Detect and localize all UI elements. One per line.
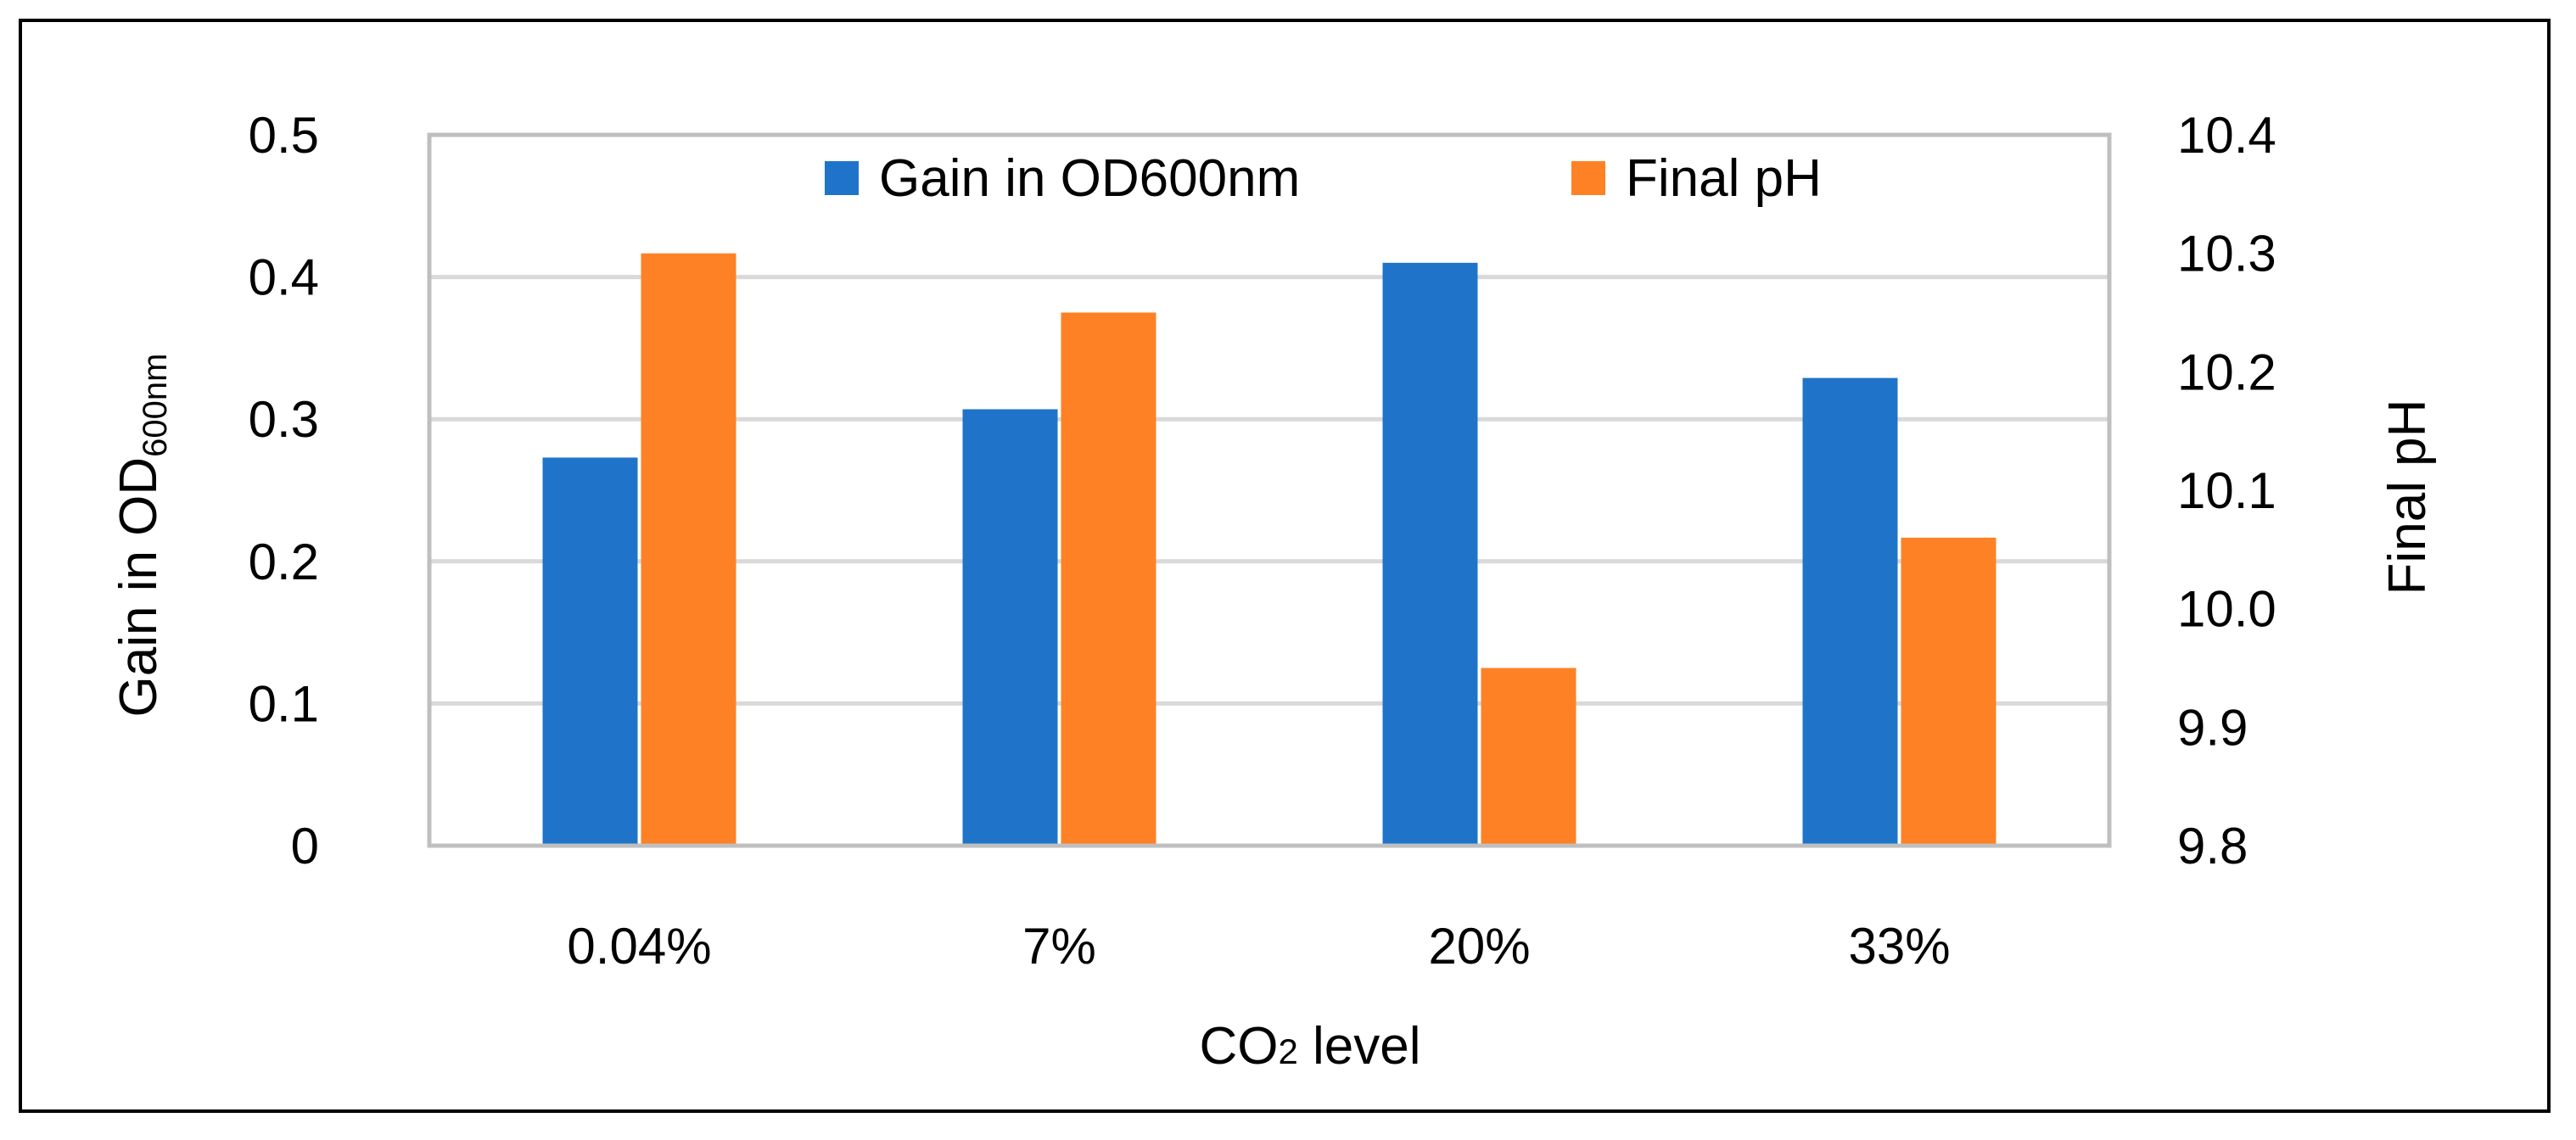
legend-label-ph: Final pH xyxy=(1626,149,1822,208)
x-axis-title-rest: level xyxy=(1298,1017,1421,1076)
right-tick-label: 10.2 xyxy=(2177,344,2276,400)
chart-frame: 0 0.1 0.2 0.3 0.4 0.5 9.8 9.9 10.0 10.1 10.2 10.3 1… xyxy=(19,19,2551,1113)
bar-gain-od600 xyxy=(1382,262,1478,847)
plot-area-border xyxy=(427,132,2112,848)
bar-final-ph xyxy=(641,253,736,847)
x-axis-ticks: 0.04% 7% 20% 33% xyxy=(567,918,1950,975)
left-axis-ticks: 0 0.1 0.2 0.3 0.4 0.5 xyxy=(249,107,319,875)
right-tick-label: 10.3 xyxy=(2177,226,2276,282)
bar-final-ph xyxy=(1901,537,1996,846)
left-tick-label: 0.4 xyxy=(249,249,319,306)
x-axis-title-main: CO xyxy=(1199,1017,1278,1076)
legend-label-gain: Gain in OD600nm xyxy=(879,149,1300,208)
x-tick-label: 7% xyxy=(1022,918,1096,975)
right-tick-label: 10.1 xyxy=(2177,462,2276,519)
right-axis-title: Final pH xyxy=(2378,400,2437,595)
bar-final-ph xyxy=(1481,668,1576,846)
right-tick-label: 9.9 xyxy=(2177,699,2248,756)
bar-chart: 0 0.1 0.2 0.3 0.4 0.5 9.8 9.9 10.0 10.1 10.2 10.3 1… xyxy=(109,107,2437,1076)
right-tick-label: 10.0 xyxy=(2177,581,2276,638)
bars xyxy=(542,253,1996,847)
right-axis-ticks: 9.8 9.9 10.0 10.1 10.2 10.3 10.4 xyxy=(2177,107,2276,875)
bar-gain-od600 xyxy=(962,409,1058,846)
right-tick-label: 9.8 xyxy=(2177,818,2248,875)
right-tick-label: 10.4 xyxy=(2177,107,2276,164)
legend-swatch-ph xyxy=(1571,161,1605,195)
left-axis-title: Gain in OD600nm xyxy=(109,354,174,718)
x-axis-title-subscript: 2 xyxy=(1278,1031,1297,1071)
left-axis-title-main: Gain in OD xyxy=(109,457,168,718)
left-tick-label: 0.2 xyxy=(249,534,319,590)
x-tick-label: 0.04% xyxy=(567,918,711,975)
bar-gain-od600 xyxy=(542,457,638,846)
bar-gain-od600 xyxy=(1802,377,1898,846)
x-tick-label: 33% xyxy=(1848,918,1950,975)
left-tick-label: 0.5 xyxy=(249,107,319,164)
bar-final-ph xyxy=(1061,312,1156,846)
legend: Gain in OD600nm Final pH xyxy=(825,149,1822,208)
legend-swatch-gain xyxy=(825,161,859,195)
left-axis-title-subscript: 600nm xyxy=(137,354,174,457)
left-tick-label: 0.1 xyxy=(249,675,319,732)
x-axis-title: CO2 level xyxy=(1199,1017,1420,1076)
left-tick-label: 0.3 xyxy=(249,391,319,448)
x-tick-label: 20% xyxy=(1428,918,1530,975)
left-tick-label: 0 xyxy=(291,818,319,875)
